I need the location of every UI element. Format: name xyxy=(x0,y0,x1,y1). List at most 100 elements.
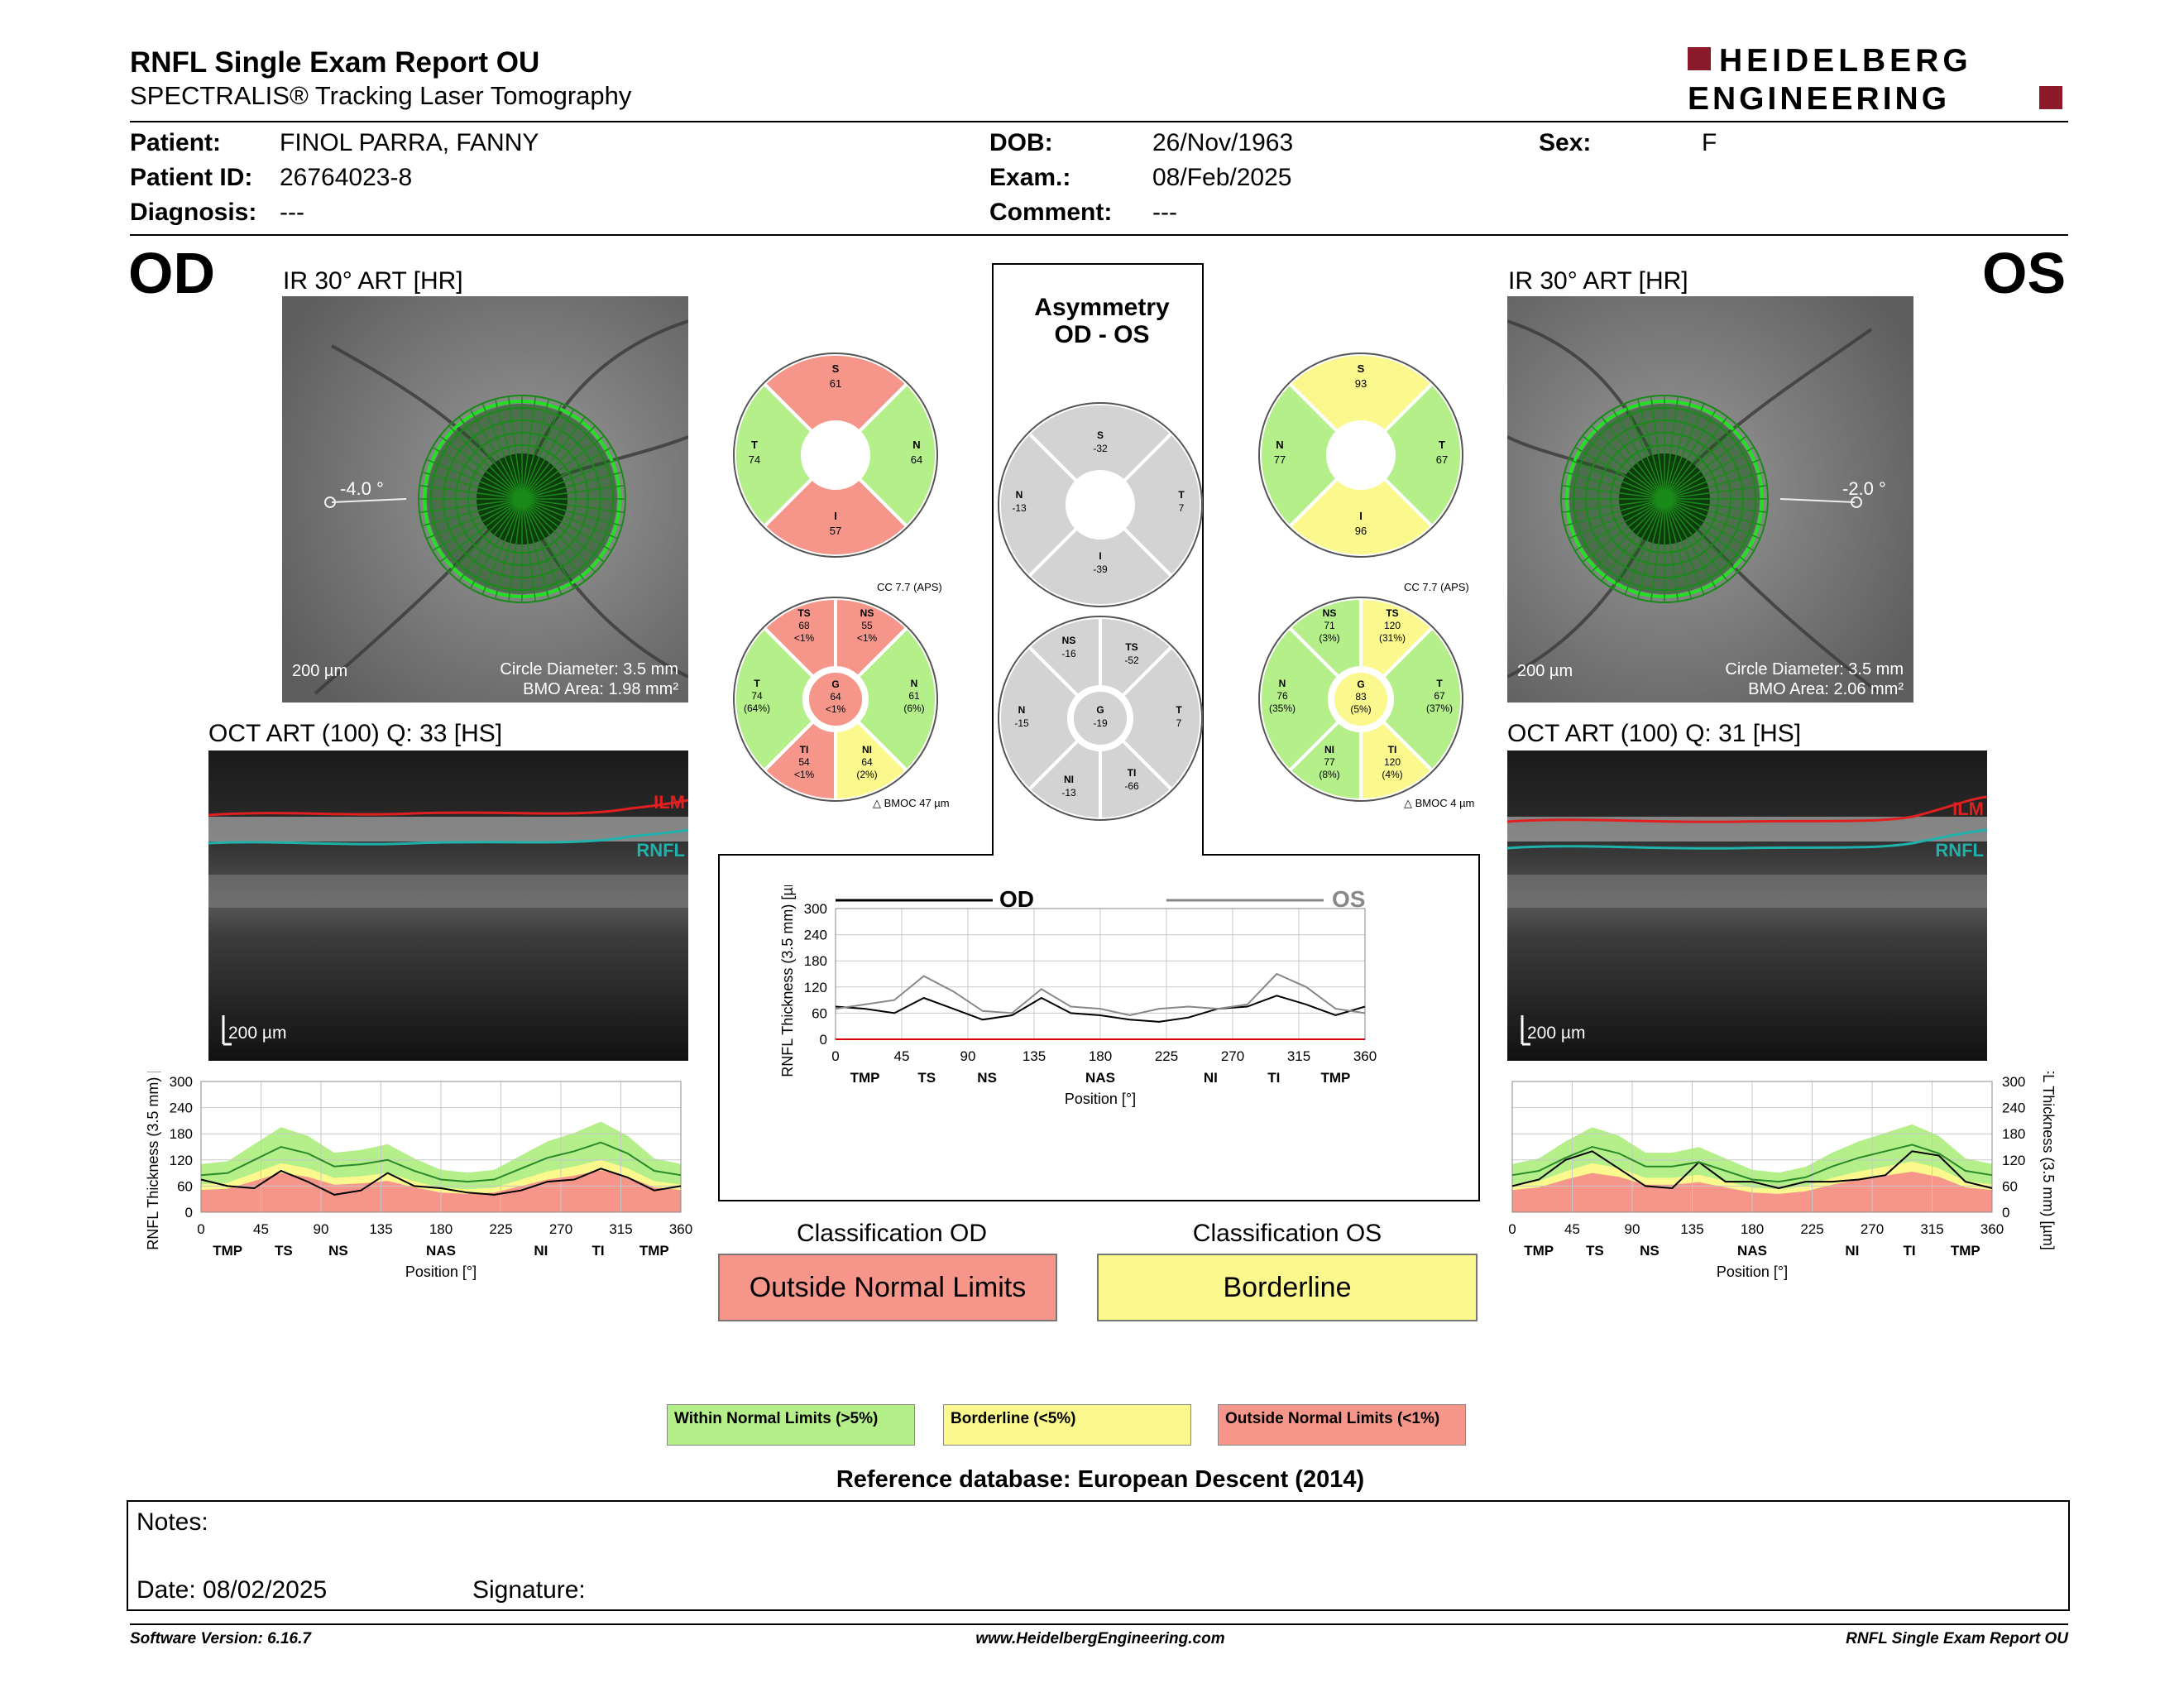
footer-website[interactable]: www.HeidelbergEngineering.com xyxy=(975,1630,1225,1647)
x-axis-label: Position [°] xyxy=(1065,1091,1136,1107)
fundus-spoke xyxy=(1664,498,1693,599)
od-cc-text: CC 7.7 (APS) xyxy=(877,581,942,593)
os-sector-n-value: 76 xyxy=(1276,690,1288,702)
y-tick-label: 120 xyxy=(170,1153,193,1168)
y-tick-label: 240 xyxy=(2002,1101,2025,1116)
comment-value: --- xyxy=(1152,199,1177,226)
classification-od-label: Classification OD xyxy=(796,1220,988,1247)
fundus-spoke xyxy=(521,416,586,500)
divider-footer xyxy=(130,1623,2068,1625)
os-sector-ni-value: 77 xyxy=(1324,756,1335,768)
od-sector-ni-pct: (2%) xyxy=(856,769,877,780)
y-tick-label: 300 xyxy=(170,1074,193,1090)
od-sector-t-value: 74 xyxy=(751,690,763,702)
legend-within-normal: Within Normal Limits (>5%) xyxy=(667,1404,915,1446)
os-ir-title: IR 30° ART [HR] xyxy=(1508,267,1688,295)
x-tick-label: 90 xyxy=(1625,1221,1640,1237)
series-line-OS xyxy=(1511,1150,1993,1190)
od-sector-t-pct: (64%) xyxy=(744,703,770,714)
fundus-spoke xyxy=(1564,471,1665,500)
fundus-spoke xyxy=(521,498,575,589)
fundus-spoke xyxy=(521,498,622,527)
svg-text:TI: TI xyxy=(1388,744,1397,755)
od-oct-image: ILM RNFL 200 µm xyxy=(208,750,688,1061)
od-oct-title: OCT ART (100) Q: 33 [HS] xyxy=(208,720,503,747)
report-subtitle: SPECTRALIS® Tracking Laser Tomography xyxy=(130,81,632,110)
svg-text:T: T xyxy=(1436,678,1443,689)
os-sector-ti-pct: (4%) xyxy=(1382,769,1402,780)
fundus-spoke xyxy=(1664,399,1693,500)
x-tick-label: 360 xyxy=(1980,1221,2004,1237)
svg-text:I: I xyxy=(834,510,837,522)
fundus-spoke xyxy=(1650,396,1665,500)
patient-name: FINOL PARRA, FANNY xyxy=(280,129,539,156)
fundus-spoke xyxy=(1664,498,1717,589)
od-sector-ts-pct: <1% xyxy=(794,632,815,644)
fundus-spoke xyxy=(521,498,596,573)
os-rnfl-label: RNFL xyxy=(1935,840,1984,861)
svg-text:N: N xyxy=(1279,678,1286,689)
fundus-spoke xyxy=(521,498,618,539)
fundus-spoke xyxy=(507,498,523,602)
os-quad-t: 67 xyxy=(1436,453,1448,466)
svg-text:N: N xyxy=(1016,489,1023,501)
od-fundus-image: -4.0 ° 200 µm Circle Diameter: 3.5 mm BM… xyxy=(282,296,688,703)
region-label: NAS xyxy=(1085,1070,1115,1086)
svg-text:TS: TS xyxy=(797,607,810,619)
os-quad-s: 93 xyxy=(1355,377,1367,390)
region-label: NS xyxy=(1640,1243,1660,1259)
fundus-spoke xyxy=(1582,498,1665,563)
svg-text:T: T xyxy=(754,678,760,689)
fundus-spoke xyxy=(1664,498,1765,527)
region-label: TMP xyxy=(1320,1070,1350,1086)
fundus-spoke xyxy=(521,498,612,552)
fundus-spoke xyxy=(1562,484,1665,500)
asymmetry-title-line1: Asymmetry xyxy=(1034,294,1170,321)
reference-database: Reference database: European Descent (20… xyxy=(836,1466,1365,1493)
x-tick-label: 225 xyxy=(489,1221,512,1237)
fundus-spoke xyxy=(1591,425,1665,500)
od-ilm-label: ILM xyxy=(654,792,685,813)
os-sector-ts-pct: (31%) xyxy=(1379,632,1406,644)
fundus-spoke xyxy=(439,435,523,500)
region-label: TMP xyxy=(1524,1243,1554,1259)
footer-software-version: Software Version: 6.16.7 xyxy=(130,1630,311,1647)
fundus-spoke xyxy=(494,498,523,599)
x-tick-label: 135 xyxy=(369,1221,392,1237)
y-tick-label: 0 xyxy=(2002,1205,2009,1220)
od-quad-t: 74 xyxy=(749,453,760,466)
notes-box[interactable]: Notes: Date: 08/02/2025 Signature: xyxy=(127,1500,2070,1611)
legend-label-od: OD xyxy=(999,886,1034,912)
os-angle-text: -2.0 ° xyxy=(1842,478,1886,499)
y-tick-label: 120 xyxy=(2002,1153,2025,1168)
fundus-spoke xyxy=(448,425,523,500)
y-tick-label: 240 xyxy=(804,928,827,943)
x-tick-label: 225 xyxy=(1155,1048,1178,1064)
y-tick-label: 60 xyxy=(812,1005,827,1021)
x-tick-label: 360 xyxy=(669,1221,692,1237)
svg-text:S: S xyxy=(1358,362,1365,375)
svg-text:S: S xyxy=(832,362,840,375)
fundus-spoke xyxy=(1664,416,1728,500)
od-circle-diameter: Circle Diameter: 3.5 mm xyxy=(500,660,678,679)
fundus-spoke xyxy=(1664,409,1717,500)
os-sector-t-pct: (37%) xyxy=(1426,703,1453,714)
region-label: NI xyxy=(534,1243,548,1259)
fundus-spoke xyxy=(1664,498,1747,563)
os-oct-title: OCT ART (100) Q: 31 [HS] xyxy=(1507,720,1802,747)
fundus-spoke xyxy=(422,471,523,500)
dob-value: 26/Nov/1963 xyxy=(1152,129,1294,156)
os-oct-scale: 200 µm xyxy=(1527,1024,1586,1043)
y-tick-label: 180 xyxy=(2002,1126,2025,1142)
x-tick-label: 0 xyxy=(831,1048,839,1064)
logo-square-bottom xyxy=(2039,86,2062,109)
fundus-spoke xyxy=(1664,498,1728,582)
x-tick-label: 90 xyxy=(314,1221,329,1237)
diagnosis-label: Diagnosis: xyxy=(130,199,257,226)
x-tick-label: 45 xyxy=(894,1048,910,1064)
svg-text:G: G xyxy=(1096,704,1104,716)
svg-text:NS: NS xyxy=(860,607,874,619)
